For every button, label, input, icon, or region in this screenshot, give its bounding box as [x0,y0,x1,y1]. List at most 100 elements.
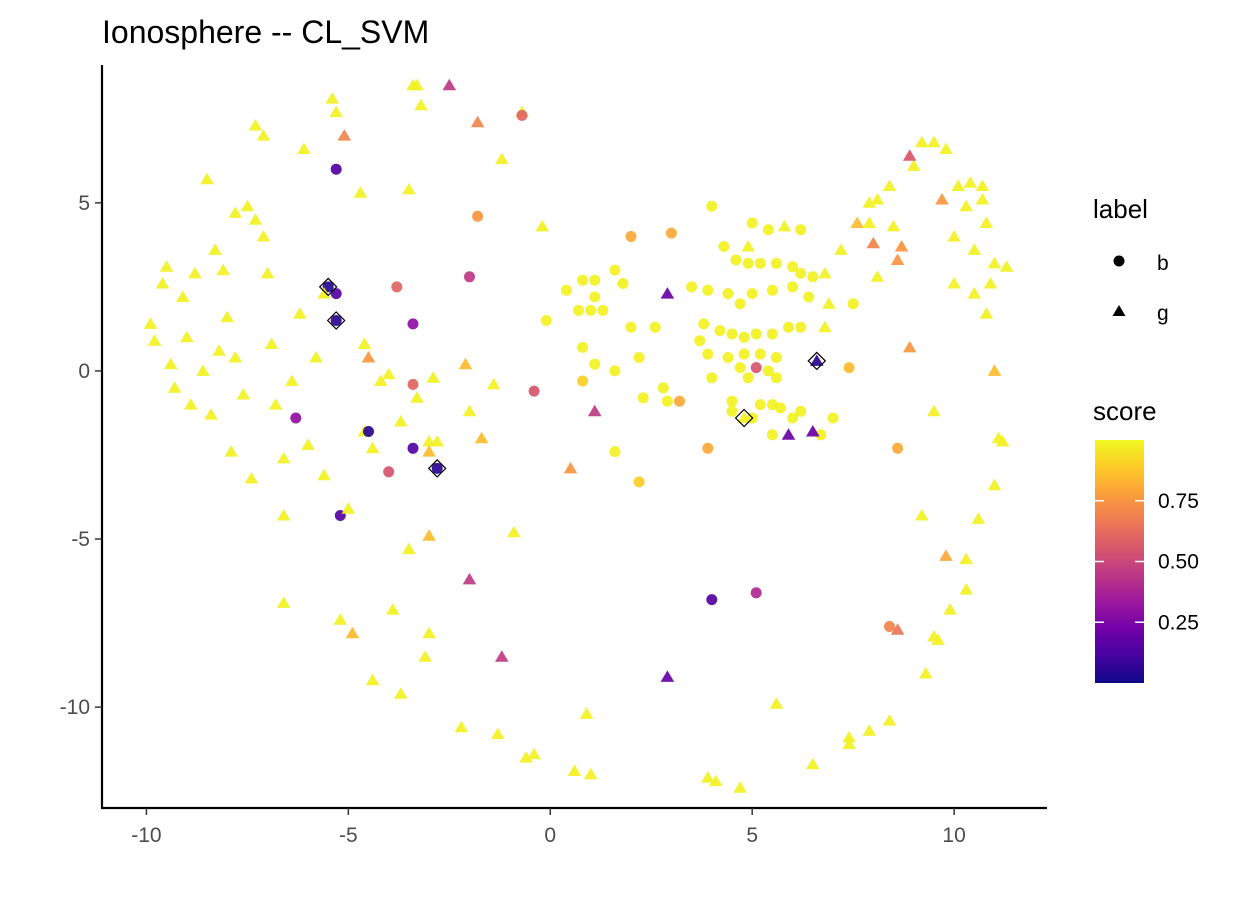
data-point-g [422,445,436,457]
data-point-b [698,318,710,330]
data-point-g [890,623,905,635]
data-point-g [947,230,961,242]
data-point-g [995,435,1010,447]
data-point-b [589,291,601,303]
data-point-g [507,525,521,538]
data-point-b [694,335,706,347]
data-point-g [583,767,598,780]
data-point-g [208,243,222,255]
data-point-g [285,374,299,386]
data-point-g [931,633,945,645]
data-point-g [999,260,1014,272]
data-point-b [383,466,395,478]
data-point-g [842,730,856,743]
highlight-diamond [326,311,346,330]
data-point-b [407,318,419,330]
data-point-b [843,362,855,374]
data-point-b [783,321,794,333]
data-point-b [528,385,540,397]
data-point-g [240,199,255,212]
data-point-g [216,263,230,276]
data-point-b [407,442,419,454]
data-point-g [979,307,994,319]
data-point-g [454,720,469,733]
data-point-g [422,529,436,541]
data-point-g [200,172,214,185]
data-point-g [402,542,416,555]
data-point-b [589,274,601,286]
data-point-g [971,512,986,524]
data-point-g [967,287,982,299]
data-point-g [777,219,792,232]
data-point-b [290,412,302,424]
data-point-b [766,429,778,441]
legend-circle-marker [1113,255,1125,267]
data-point-b [686,281,698,293]
data-point-g [317,287,331,299]
data-point-g [660,670,675,682]
data-point-g [244,472,259,484]
data-point-g [301,438,315,450]
data-point-g [919,667,933,679]
data-point-g [947,277,961,289]
shape-legend: label b g [1093,194,1169,325]
data-point-b [363,426,374,437]
y-tick-label: 0 [78,360,90,383]
colorbar-tick-label: 0.50 [1158,551,1199,574]
data-point-b [892,442,904,454]
data-point-b [754,399,766,411]
data-point-b [795,267,807,279]
data-point-b [750,362,762,374]
data-point-b [609,264,621,276]
data-point-b [625,231,637,242]
data-point-g [228,351,243,363]
data-point-g [365,441,380,454]
data-point-b [766,284,778,296]
data-point-g [915,509,929,521]
data-point-b [585,304,597,316]
data-point-g [422,626,436,639]
data-point-g [906,159,921,171]
data-point-g [959,552,973,565]
data-point-g [737,411,751,423]
data-point-g [959,583,973,595]
colorbar-tick-label: 0.75 [1158,490,1199,513]
data-point-b [726,395,738,407]
data-point-g [733,781,747,793]
data-point-g [276,596,291,608]
data-point-g [902,340,917,353]
data-point-b [734,362,746,374]
data-point-g [228,206,243,218]
x-axis-ticks: -10 -5 0 5 10 [131,808,966,847]
data-point-g [248,213,263,225]
data-point-g [870,193,885,205]
data-point-g [935,193,949,205]
data-point-g [357,337,372,349]
data-point-b [577,375,589,387]
data-point-g [458,357,473,370]
color-legend-title: score [1093,396,1157,426]
data-point-g [264,337,279,349]
highlight-diamond [318,277,338,297]
data-point-g [951,179,965,191]
data-point-g [317,468,331,481]
data-point-g [462,404,477,417]
data-point-g [987,256,1002,269]
data-point-g [394,414,408,427]
data-point-g [963,176,978,188]
data-point-g [361,351,376,363]
data-point-b [762,365,774,377]
x-tick-label: -5 [339,824,358,847]
data-point-b [754,348,766,360]
data-point-b [742,372,754,384]
data-point-g [224,445,238,457]
data-point-b [472,210,484,222]
data-point-g [563,461,578,474]
data-point-g [329,105,343,118]
axes [100,65,1047,810]
data-point-g [470,115,485,128]
data-point-g [987,478,1002,491]
x-tick-label: 5 [746,824,758,847]
data-point-g [810,354,824,366]
